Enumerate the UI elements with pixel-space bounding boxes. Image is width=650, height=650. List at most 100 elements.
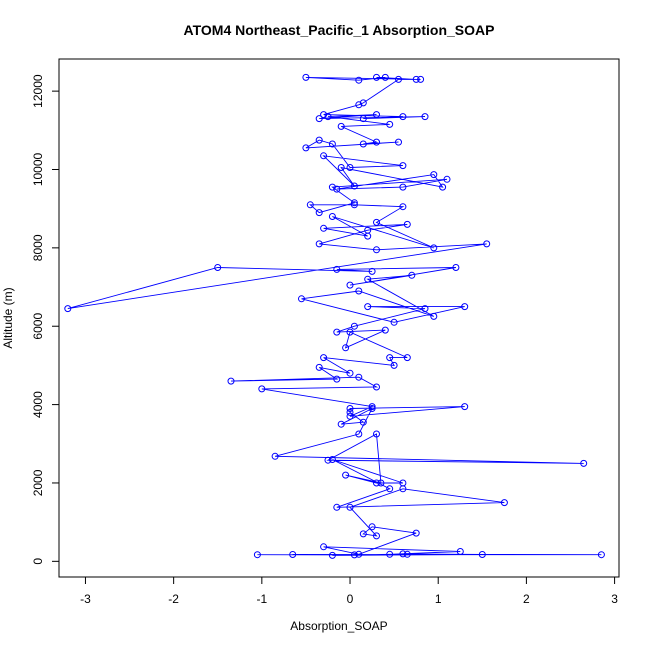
data-point	[320, 543, 328, 551]
y-axis: 0 2000 4000 6000 8000 10000 12000	[31, 74, 60, 565]
data-point	[373, 383, 380, 391]
x-tick-label: 1	[435, 592, 442, 606]
data-point	[368, 523, 376, 531]
y-tick-label: 8000	[31, 234, 45, 261]
data-point	[430, 244, 438, 252]
data-point	[346, 369, 354, 377]
data-point	[373, 532, 380, 540]
data-point	[456, 548, 464, 555]
data-point	[320, 111, 328, 119]
data-point	[452, 264, 460, 271]
chart-title: ATOM4 Northeast_Pacific_1 Absorption_SOA…	[184, 22, 495, 38]
data-point	[214, 264, 222, 271]
data-point	[328, 551, 336, 559]
data-point	[328, 456, 336, 463]
data-point	[421, 113, 429, 121]
series-layer	[64, 73, 605, 559]
data-point	[395, 138, 402, 146]
data-point	[333, 265, 341, 273]
data-point	[373, 73, 380, 81]
data-point	[333, 503, 341, 511]
data-point	[364, 275, 372, 283]
data-point	[333, 375, 341, 383]
data-point	[403, 354, 411, 362]
data-point	[333, 328, 341, 336]
data-point	[350, 201, 358, 209]
data-point	[346, 408, 354, 416]
data-point	[359, 418, 367, 426]
data-point	[324, 113, 332, 121]
data-point	[399, 113, 407, 121]
data-point	[386, 120, 394, 128]
data-point	[368, 267, 376, 275]
data-point	[386, 550, 394, 558]
data-point	[337, 122, 345, 130]
data-point	[399, 162, 407, 170]
data-point	[408, 271, 416, 279]
data-point	[320, 152, 328, 160]
data-point	[320, 224, 328, 232]
data-point	[315, 240, 323, 248]
data-point	[328, 140, 336, 148]
data-point	[368, 403, 376, 411]
x-axis: -3 -2 -1 0 1 2 3	[80, 576, 618, 606]
data-point	[403, 550, 411, 558]
data-point	[390, 318, 398, 326]
data-point	[461, 403, 469, 411]
data-point	[373, 430, 380, 438]
data-point	[315, 363, 323, 371]
data-point	[346, 164, 354, 171]
data-point	[337, 420, 345, 428]
data-point	[337, 164, 345, 171]
data-point	[399, 203, 407, 211]
data-point	[289, 551, 297, 558]
data-point	[302, 73, 310, 81]
x-tick-label: -2	[168, 592, 179, 606]
data-point	[324, 456, 332, 464]
data-point	[377, 479, 385, 487]
y-axis-label: Altitude (m)	[1, 287, 15, 348]
data-point	[412, 529, 420, 537]
y-tick-label: 4000	[31, 391, 45, 418]
data-point	[350, 199, 358, 207]
data-point	[386, 354, 394, 362]
data-point	[346, 328, 354, 336]
data-point	[355, 76, 363, 84]
data-point	[355, 373, 363, 381]
data-point	[302, 144, 310, 152]
data-point	[483, 240, 491, 248]
data-point	[386, 485, 394, 493]
data-point	[373, 138, 380, 146]
data-point	[346, 412, 354, 420]
data-point	[355, 550, 363, 558]
data-point	[478, 551, 486, 558]
data-point	[359, 140, 367, 148]
data-point	[315, 209, 323, 217]
y-tick-label: 6000	[31, 313, 45, 340]
data-point	[439, 183, 447, 191]
data-point	[373, 479, 380, 487]
x-tick-label: 3	[611, 592, 618, 606]
data-point	[258, 385, 266, 393]
plot-frame	[58, 58, 620, 578]
data-point	[580, 459, 588, 467]
data-point	[373, 246, 380, 254]
data-point	[333, 185, 341, 193]
data-point	[403, 220, 411, 228]
data-point	[461, 303, 469, 311]
data-point	[342, 471, 350, 479]
y-tick-label: 2000	[31, 469, 45, 496]
data-point	[399, 550, 407, 558]
data-point	[253, 551, 261, 559]
data-point	[364, 303, 372, 311]
data-point	[346, 405, 354, 412]
data-point	[328, 183, 336, 191]
data-point	[373, 218, 380, 226]
y-tick-label: 10000	[31, 152, 45, 186]
data-point	[421, 305, 429, 313]
data-point	[368, 405, 376, 412]
data-point	[355, 430, 363, 438]
data-point	[443, 175, 451, 183]
data-point	[227, 377, 235, 385]
data-point	[412, 75, 420, 83]
